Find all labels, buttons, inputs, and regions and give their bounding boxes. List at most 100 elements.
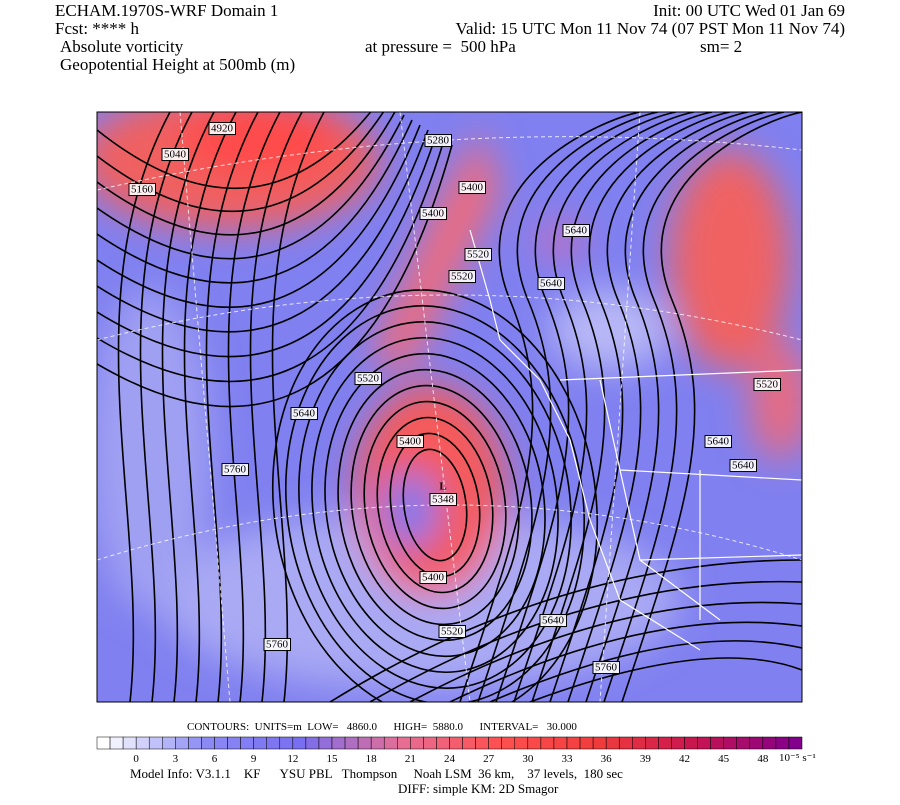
colorbar-cell [436,736,450,750]
colorbar-cell [788,736,803,750]
colorbar-cell [697,736,711,750]
colorbar-cell [357,736,372,750]
colorbar-cell [671,736,685,750]
contour [97,114,405,260]
model-info: Model Info: V3.1.1 KF YSU PBL Thompson N… [130,766,623,781]
label-box [208,122,236,136]
colorbar-cell [514,736,529,750]
colorbar-cell [227,736,241,750]
colorbar-cell [449,736,463,750]
contour-label: 5160 [131,184,154,196]
label-box [419,207,447,221]
colorbar: 0 3 6 9 12 15 18 21 24 27 30 33 36 39 42 45 48 [96,736,803,765]
label-box [419,571,447,585]
contour-label: 5280 [427,135,450,147]
colorbar-tick-label: 9 [251,753,257,765]
contour [227,112,281,702]
colorbar-unit: 10⁻⁵ s⁻¹ [779,752,816,764]
colorbar-cell [710,736,724,750]
contour [97,139,445,383]
colorbar-tick-label: 39 [640,753,652,765]
valid-time: Valid: 15 UTC Mon 11 Nov 74 (07 PST Mon … [456,19,845,38]
label-box [263,638,291,652]
colorbar-cell [749,736,764,750]
contour [329,559,802,702]
label-box [458,181,486,195]
label-box [438,625,466,639]
contour-label: 5520 [357,373,380,385]
colorbar-cell [645,736,659,750]
contour-label: 5400 [399,436,422,448]
colorbar-cell [279,736,294,750]
contour [449,621,802,702]
colorbar-cell [488,736,502,750]
colorbar-cell [214,736,228,750]
level: at pressure = 500 hPa [365,37,516,56]
colorbar-cell [540,736,555,750]
contour-label: 5760 [595,662,618,674]
colorbar-cell [240,736,254,750]
contour [97,119,413,284]
label-box [537,277,565,291]
contour [489,640,802,702]
smoothing: sm= 2 [700,37,742,56]
colorbar-cell [462,736,476,750]
contour [249,112,303,702]
contour [337,368,533,642]
contour [363,400,507,610]
colorbar-tick-label: 27 [483,753,495,765]
colorbar-tick-label: 21 [405,753,416,765]
colorbar-cell [266,736,281,750]
contour-label: 5760 [224,464,247,476]
colorbar-tick-label: 36 [601,753,613,765]
colorbar-cell [188,736,202,750]
contour-label: 5348 [432,494,455,506]
colorbar-cell [684,736,698,750]
colorbar-cell [109,736,124,750]
colorbar-cell [501,736,516,750]
contour [567,112,749,702]
colorbar-cell [475,736,489,750]
label-box [429,493,457,507]
contour-label: 5520 [451,271,474,283]
contour [477,112,659,702]
contour-label: 5640 [732,460,755,472]
contour [311,336,559,674]
contour [376,416,494,594]
colorbar-cell [201,736,215,750]
colorbar-cell [579,736,594,750]
colorbar-cell [122,736,137,750]
contour [459,112,641,702]
colorbar-cell [775,736,790,750]
contour-info: CONTOURS: UNITS=m LOW= 4860.0 HIGH= 5880… [187,721,577,733]
contour-label: 5400 [461,182,484,194]
contour [513,112,695,702]
borders [469,229,802,651]
contour [529,657,802,702]
label-box [396,435,424,449]
colorbar-tick-label: 48 [757,753,769,765]
colorbar-tick-label: 33 [562,753,574,765]
colorbar-cell [305,736,320,750]
map-frame [96,111,803,703]
contour-label: 5760 [266,639,289,651]
forecast: Fcst: **** h [55,19,140,38]
colorbar-tick-label: 15 [327,753,339,765]
contour [495,112,677,702]
contour [97,124,421,308]
colorbar-tick-label: 30 [522,753,534,765]
colorbar-cell [410,736,424,750]
contour [271,112,325,702]
contour-label: 5640 [540,278,563,290]
label-box [562,224,590,238]
colorbar-cell [292,736,307,750]
colorbar-cell [723,736,737,750]
label-box [128,183,156,197]
label-box [729,459,757,473]
contour [585,112,767,702]
colorbar-cell [592,736,607,750]
label-box [354,372,382,386]
colorbar-cell [318,736,333,750]
colorbar-tick-label: 0 [133,753,139,765]
